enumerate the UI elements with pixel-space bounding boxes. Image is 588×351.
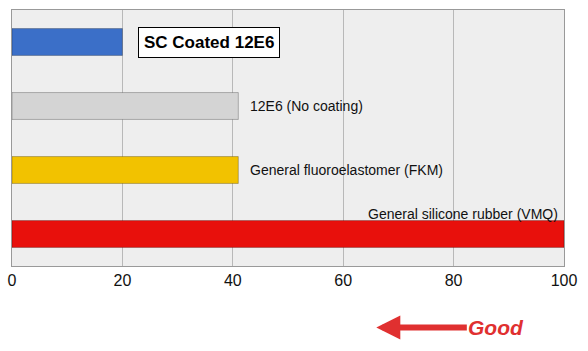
svg-text:12E6 (No coating): 12E6 (No coating) xyxy=(250,98,363,114)
svg-text:Good: Good xyxy=(468,316,524,339)
svg-text:60: 60 xyxy=(334,272,352,289)
svg-text:40: 40 xyxy=(224,272,242,289)
svg-text:General silicone rubber (VMQ): General silicone rubber (VMQ) xyxy=(368,206,558,222)
svg-text:20: 20 xyxy=(114,272,132,289)
svg-text:SC Coated 12E6: SC Coated 12E6 xyxy=(144,33,274,52)
svg-text:80: 80 xyxy=(445,272,463,289)
svg-text:100: 100 xyxy=(551,272,578,289)
svg-text:0: 0 xyxy=(8,272,17,289)
svg-text:General fluoroelastomer (FKM): General fluoroelastomer (FKM) xyxy=(250,162,443,178)
